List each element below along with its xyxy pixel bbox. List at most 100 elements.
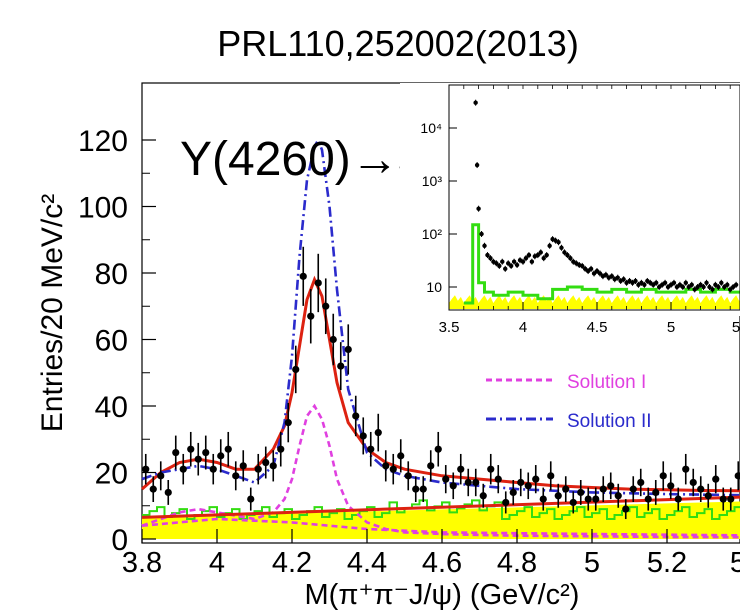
inset-x-tick-label: 4 xyxy=(519,319,527,336)
y-tick-label: 60 xyxy=(95,325,128,358)
inset-y-tick-label: 10² xyxy=(422,226,443,242)
inset-y-tick-label: 10⁴ xyxy=(420,120,442,136)
x-tick-label: 4 xyxy=(209,547,225,579)
fit-curve-1 xyxy=(141,403,740,539)
inset-frame xyxy=(448,84,740,311)
data-point xyxy=(584,487,592,511)
y-tick-label: 80 xyxy=(95,258,128,291)
data-point xyxy=(397,439,405,473)
data-point xyxy=(359,417,367,455)
data-point xyxy=(674,487,682,511)
data-point xyxy=(284,402,292,443)
data-point xyxy=(149,476,157,503)
data-point xyxy=(434,431,442,467)
data-point xyxy=(389,453,397,485)
main-axes-layer: 0 20 40 60 80 100 120 3.8 4 4.2 4.4 4.6 4.8 5 5.2 5. xyxy=(78,125,740,579)
x-tick-label: 3.8 xyxy=(122,547,162,579)
legend-label-solution1: Solution I xyxy=(567,372,646,393)
legend: Solution I Solution II xyxy=(486,372,652,432)
data-point xyxy=(712,465,720,494)
data-point xyxy=(569,491,577,514)
data-point xyxy=(614,483,622,508)
data-point xyxy=(239,450,247,482)
data-point xyxy=(269,450,277,482)
x-tick-label: 4.4 xyxy=(347,547,387,579)
data-point xyxy=(442,465,450,494)
data-point xyxy=(622,499,630,520)
data-point xyxy=(682,453,690,485)
data-point xyxy=(652,480,660,505)
inset-background xyxy=(400,83,740,316)
data-point xyxy=(644,487,652,511)
fit-curve-2 xyxy=(141,136,740,497)
data-point xyxy=(472,468,480,497)
data-point xyxy=(292,345,300,394)
data-point xyxy=(307,289,315,344)
data-point xyxy=(697,476,705,503)
data-point xyxy=(509,480,517,505)
data-point xyxy=(719,487,727,511)
data-point xyxy=(194,442,202,476)
data-point xyxy=(464,468,472,497)
data-point xyxy=(592,487,600,511)
data-point xyxy=(247,487,255,511)
data-point xyxy=(217,439,225,473)
data-point xyxy=(577,480,585,505)
data-point xyxy=(329,313,337,366)
data-point xyxy=(637,468,645,497)
data-point xyxy=(689,468,697,497)
data-point xyxy=(322,278,330,335)
y-tick-label: 120 xyxy=(78,125,128,158)
inset-points-layer xyxy=(473,99,739,293)
data-point xyxy=(547,461,555,491)
data-point xyxy=(344,324,352,375)
data-point xyxy=(172,435,180,470)
x-tick-label: 5. xyxy=(730,547,740,579)
data-point xyxy=(382,450,390,482)
data-point xyxy=(659,461,667,491)
data-point xyxy=(412,476,420,503)
y-tick-label: 40 xyxy=(95,391,128,424)
x-tick-label: 5.2 xyxy=(647,547,687,579)
data-point xyxy=(232,461,240,491)
reference-title: PRL110,252002(2013) xyxy=(217,23,579,64)
data-point xyxy=(629,476,637,503)
data-point xyxy=(299,246,307,306)
legend-label-solution2: Solution II xyxy=(567,411,652,432)
data-point xyxy=(202,435,210,470)
data-point xyxy=(704,483,712,508)
data-point xyxy=(457,453,465,485)
data-point xyxy=(262,446,270,479)
x-tick-label: 4.8 xyxy=(497,547,537,579)
data-point xyxy=(254,453,262,485)
inset-x-tick-label: 5 xyxy=(732,319,740,336)
inset-x-tick-label: 5 xyxy=(667,319,675,336)
y-tick-label: 0 xyxy=(111,524,128,557)
inset-chart: 3.5 4 4.5 5 5 10 10² 10³ 10⁴ xyxy=(400,83,740,336)
data-point xyxy=(337,342,345,391)
inset-y-tick-label: 10 xyxy=(426,279,442,295)
data-point xyxy=(374,413,382,452)
data-point xyxy=(487,453,495,485)
data-point xyxy=(494,465,502,494)
inset-histogram-line xyxy=(463,223,740,305)
data-point xyxy=(314,253,322,313)
data-point xyxy=(727,487,735,511)
data-point xyxy=(427,450,435,482)
data-point xyxy=(187,431,195,467)
data-point xyxy=(419,476,427,503)
x-tick-label: 4.2 xyxy=(272,547,312,579)
data-point xyxy=(352,395,360,437)
data-point xyxy=(157,461,165,491)
data-point xyxy=(562,476,570,503)
data-points-layer xyxy=(142,246,740,520)
inset-histogram-layer xyxy=(449,223,740,309)
x-tick-label: 5 xyxy=(584,547,600,579)
y-tick-label: 100 xyxy=(78,192,128,225)
data-point xyxy=(502,491,510,514)
inset-fill-area xyxy=(449,295,740,309)
inset-y-tick-label: 10³ xyxy=(422,173,443,189)
data-point xyxy=(607,472,615,500)
